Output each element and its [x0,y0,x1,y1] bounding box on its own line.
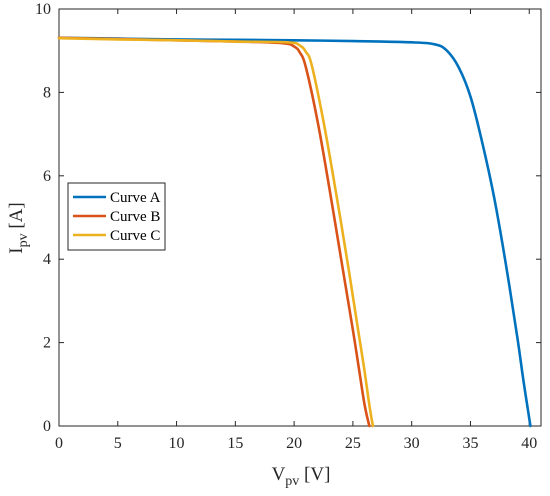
y-tick-label: 6 [43,168,51,185]
y-tick-label: 0 [43,418,51,435]
y-tick-label: 10 [35,1,51,18]
x-tick-label: 10 [169,435,185,452]
legend-label: Curve A [110,190,161,206]
x-tick-label: 20 [286,435,302,452]
x-axis-label: Vpv [V] [272,464,331,489]
series-line-curve-a [57,36,532,428]
axis-ticks: 0 5 10 15 20 25 30 35 40 0 2 4 6 8 10 [35,1,541,452]
x-tick-label: 25 [345,435,361,452]
x-tick-label: 35 [462,435,478,452]
legend-label: Curve B [110,209,160,225]
legend: Curve A Curve B Curve C [67,182,166,251]
x-tick-label: 40 [521,435,537,452]
x-tick-label: 5 [114,435,122,452]
y-axis-label: Ipv [A] [6,202,31,253]
series-line-curve-c [57,36,375,428]
y-tick-label: 8 [43,84,51,101]
legend-label: Curve C [110,228,160,244]
x-tick-label: 15 [227,435,243,452]
y-tick-label: 2 [43,335,51,352]
x-tick-label: 30 [404,435,420,452]
series-lines [57,36,532,428]
y-tick-label: 4 [43,251,51,268]
x-tick-label: 0 [55,435,63,452]
